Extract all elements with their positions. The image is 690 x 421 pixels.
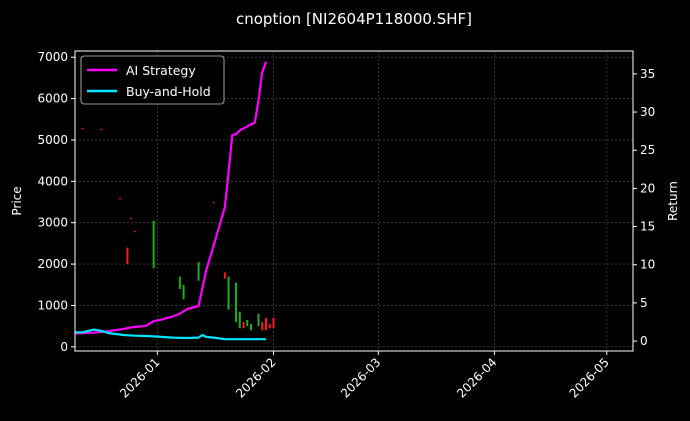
y-axis-right-label: Return <box>666 181 680 221</box>
candle <box>264 317 267 331</box>
y-left-tick-label: 2000 <box>37 257 68 271</box>
candle <box>182 284 185 300</box>
candle <box>197 262 200 281</box>
y-left-tick-label: 0 <box>60 340 68 354</box>
y-axis-right: 0 5 10 15 20 25 30 35 <box>633 67 655 348</box>
candle <box>261 322 264 331</box>
candle <box>223 272 226 279</box>
x-tick-label: 2026-05 <box>567 355 612 400</box>
y-left-tick-label: 1000 <box>37 298 68 312</box>
candle <box>250 324 253 331</box>
chart-title: cnoption [NI2604P118000.SHF] <box>236 10 472 28</box>
candle <box>272 317 275 329</box>
x-tick-label: 2026-04 <box>454 355 499 400</box>
candle <box>178 276 181 289</box>
y-left-tick-label: 6000 <box>37 92 68 106</box>
candle <box>242 322 245 329</box>
candle <box>235 282 238 323</box>
plot-frame <box>74 50 634 352</box>
y-right-tick-label: 10 <box>640 258 655 272</box>
candle <box>126 247 129 265</box>
legend: AI Strategy Buy-and-Hold <box>80 55 225 105</box>
x-tick-label: 2026-03 <box>338 355 383 400</box>
x-axis: 2026-01 2026-02 2026-03 2026-04 2026-05 <box>117 351 612 401</box>
y-right-tick-label: 20 <box>640 181 655 195</box>
x-tick-label: 2026-02 <box>233 355 278 400</box>
legend-label-buy-and-hold: Buy-and-Hold <box>126 84 211 99</box>
y-axis-left-label: Price <box>10 186 24 215</box>
y-right-tick-label: 5 <box>640 296 648 310</box>
y-axis-left: 0 1000 2000 3000 4000 5000 6000 7000 <box>37 50 75 354</box>
candle <box>81 127 84 130</box>
legend-label-ai-strategy: AI Strategy <box>126 63 196 78</box>
candle <box>133 231 136 233</box>
x-tick-label: 2026-01 <box>117 355 162 400</box>
y-right-tick-label: 0 <box>640 334 648 348</box>
y-right-tick-label: 35 <box>640 67 655 81</box>
candle <box>152 220 155 269</box>
candles <box>81 127 275 331</box>
candle <box>268 324 271 329</box>
y-right-tick-label: 15 <box>640 220 655 234</box>
candle <box>212 202 215 204</box>
y-right-tick-label: 30 <box>640 105 655 119</box>
y-right-tick-label: 25 <box>640 143 655 157</box>
y-left-tick-label: 7000 <box>37 50 68 64</box>
candle <box>227 276 230 310</box>
candle <box>130 217 133 219</box>
series-line-buy-and-hold <box>75 328 266 341</box>
candle <box>100 128 103 130</box>
series-line-ai-strategy <box>74 61 268 335</box>
y-left-tick-label: 5000 <box>37 133 68 147</box>
candle <box>118 197 121 200</box>
candle <box>246 319 249 327</box>
y-left-tick-label: 3000 <box>37 216 68 230</box>
y-left-tick-label: 4000 <box>37 174 68 188</box>
candle <box>257 313 260 327</box>
series-lines <box>74 61 268 341</box>
candle <box>238 311 241 329</box>
